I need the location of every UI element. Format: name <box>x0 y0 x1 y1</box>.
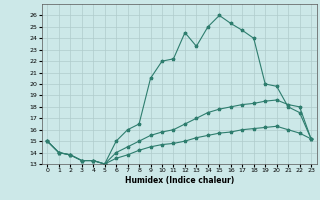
X-axis label: Humidex (Indice chaleur): Humidex (Indice chaleur) <box>124 176 234 185</box>
